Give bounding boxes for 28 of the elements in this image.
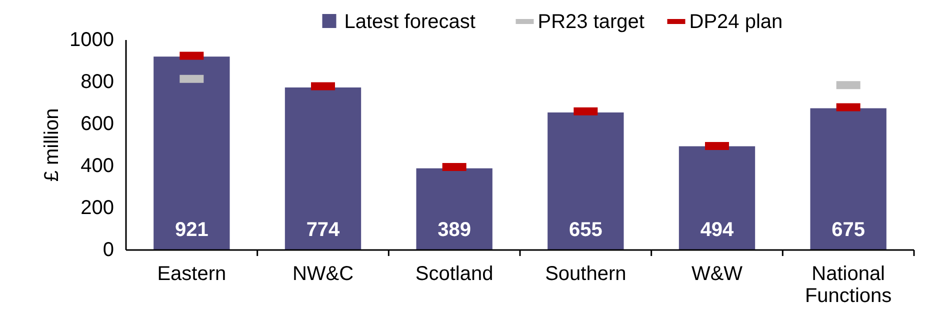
y-tick-label: 400	[80, 155, 114, 177]
y-tick-label: 600	[80, 113, 114, 135]
legend-label: Latest forecast	[344, 11, 476, 33]
x-tick-label: W&W	[691, 263, 743, 285]
bar	[154, 56, 230, 250]
data-label: 774	[306, 219, 341, 241]
data-label: 675	[832, 219, 866, 241]
bar	[678, 146, 756, 250]
data-label: 921	[174, 219, 208, 241]
x-tick-label: Scotland	[415, 263, 494, 285]
x-tick-label: NW&C	[292, 263, 354, 285]
y-tick-label: 800	[80, 71, 114, 93]
x-tick-label: Southern	[545, 263, 626, 285]
x-tick-label: National Functions	[804, 263, 892, 307]
data-label: 494	[700, 219, 735, 241]
bar	[548, 112, 624, 250]
y-tick-label: 1000	[70, 29, 114, 51]
data-label: 389	[438, 219, 472, 241]
bar	[810, 108, 886, 250]
bar	[416, 168, 492, 250]
y-axis-title: £ million	[41, 108, 63, 182]
legend-label: PR23 target	[538, 11, 645, 33]
x-tick-label: Eastern	[157, 263, 226, 285]
data-label: 655	[568, 219, 602, 241]
y-tick-label: 200	[80, 197, 114, 219]
bar	[284, 87, 362, 250]
y-tick-label: 0	[102, 239, 114, 261]
legend-label: DP24 plan	[689, 11, 783, 33]
